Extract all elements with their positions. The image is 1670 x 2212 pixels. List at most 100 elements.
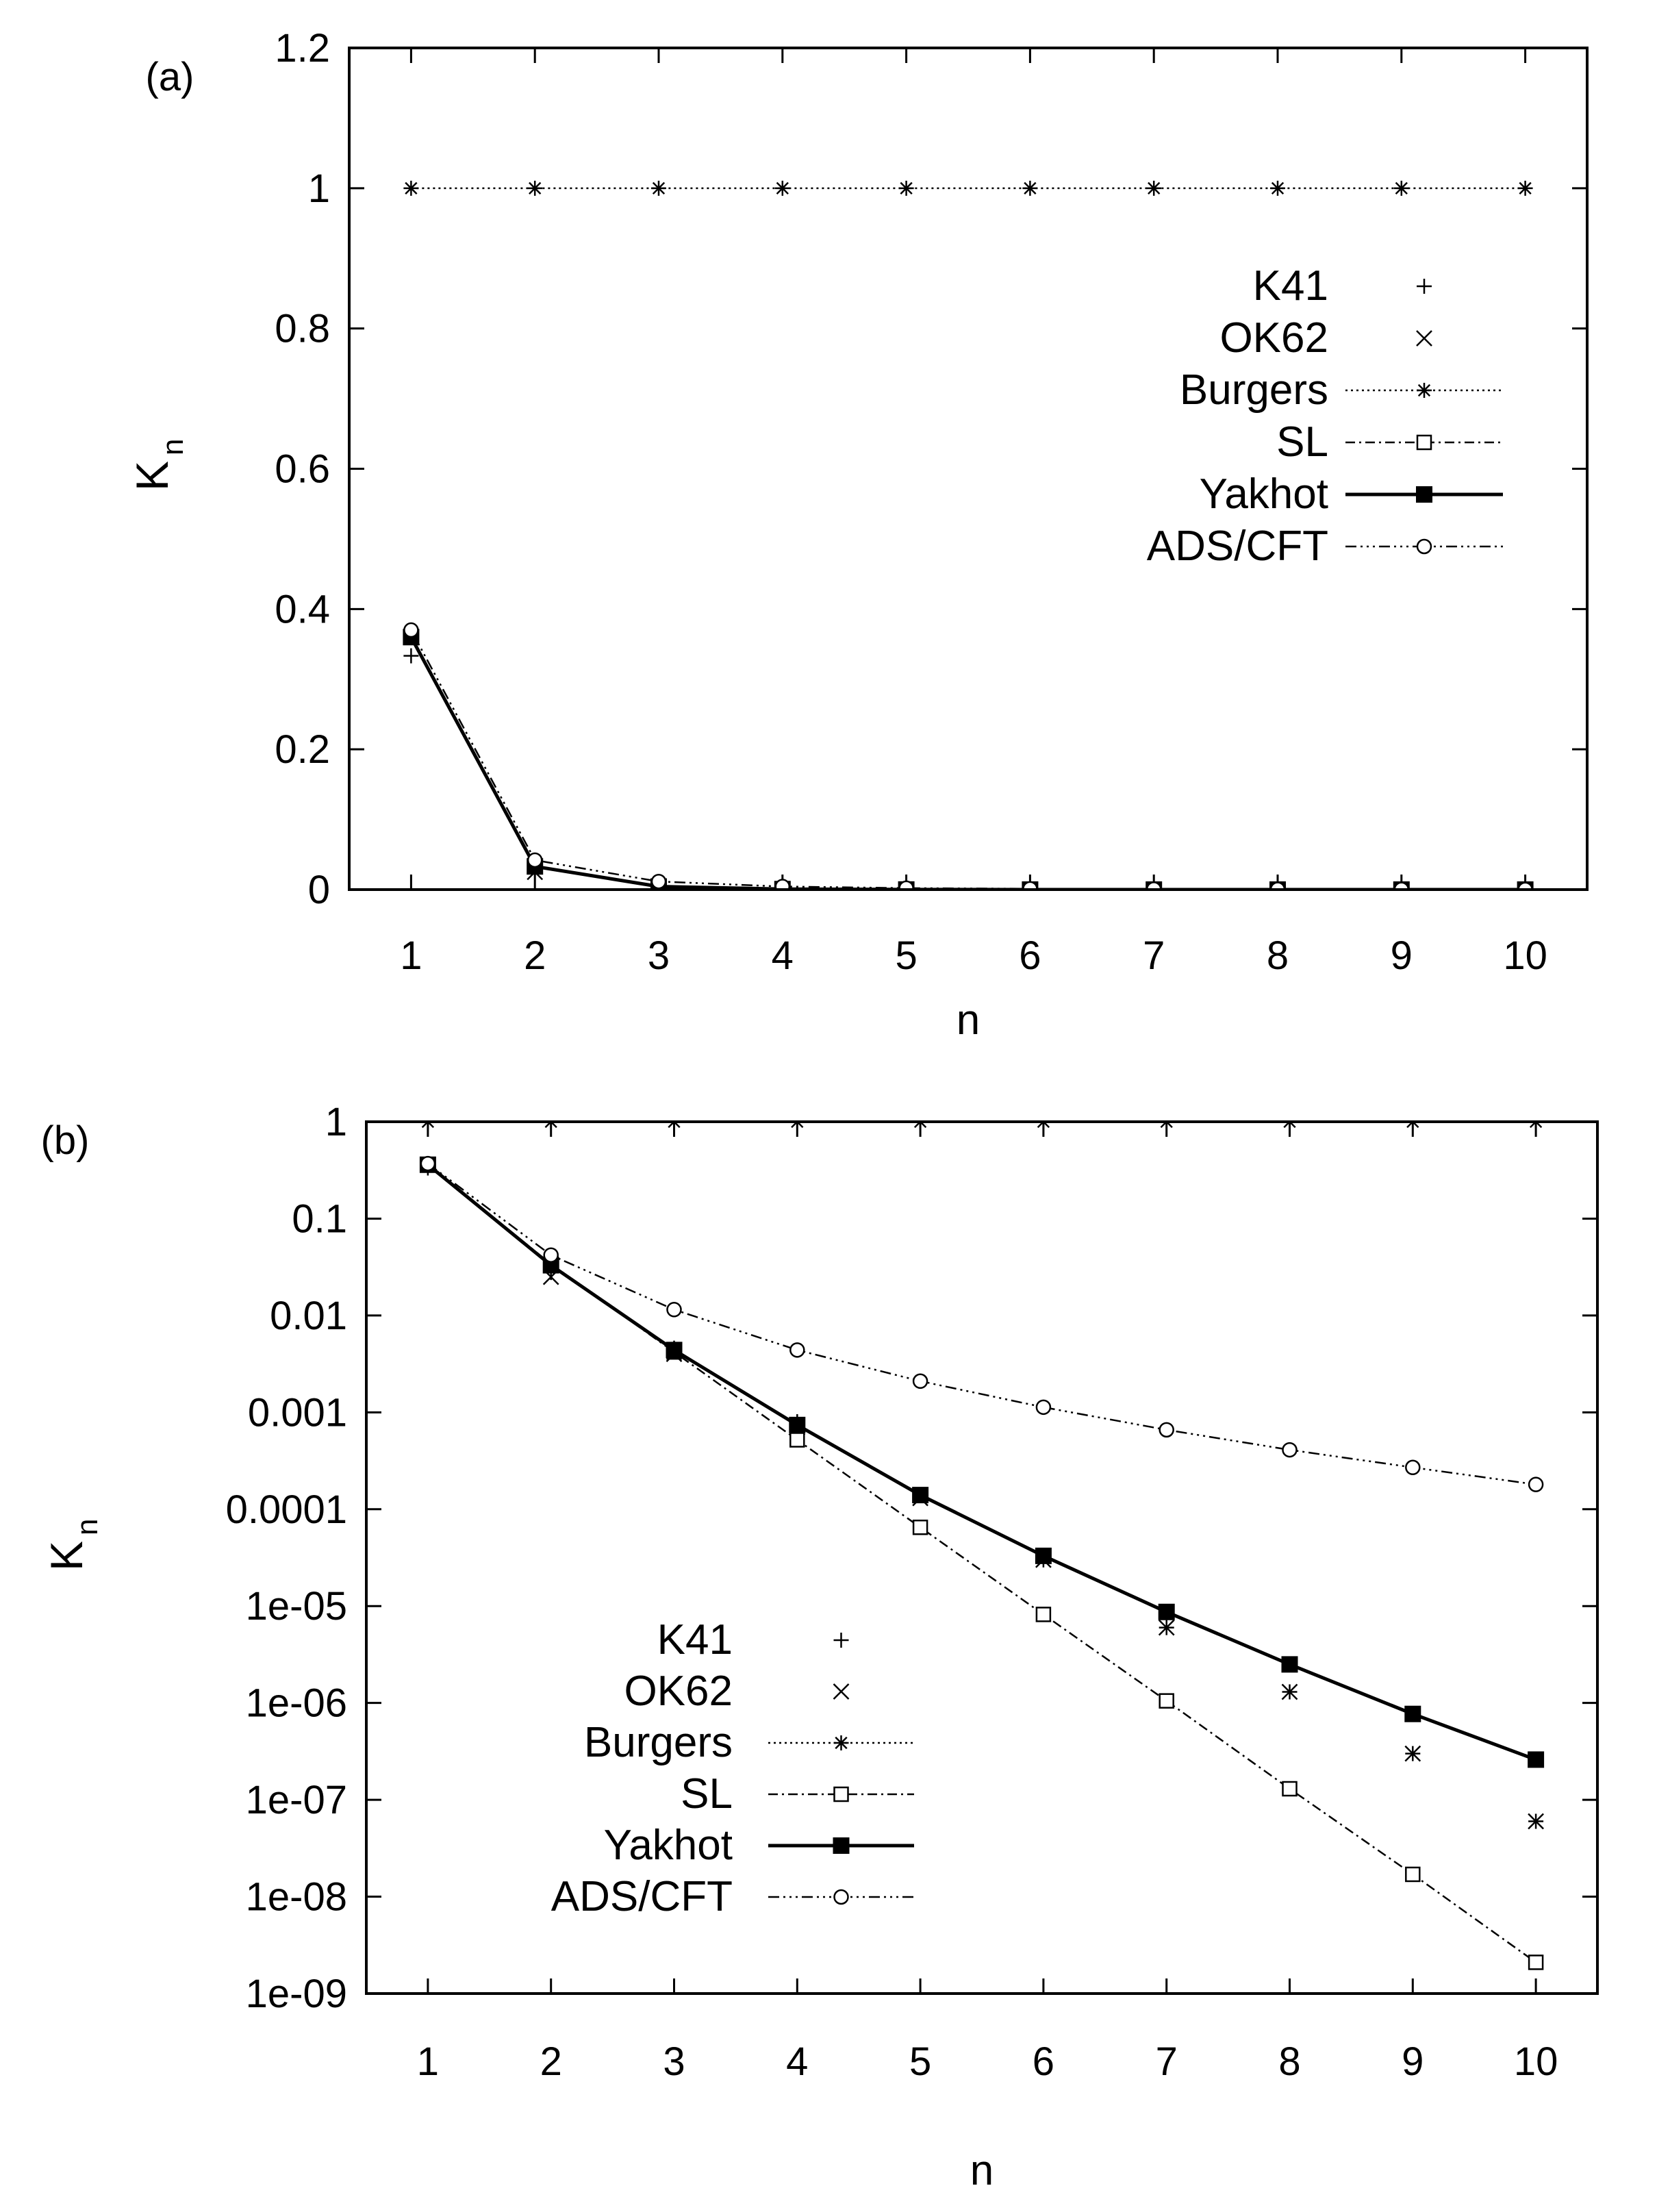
panel-b-legend-marker-ads-cft [833,1889,849,1905]
panel-b-legend-marker-yakhot [833,1837,850,1854]
panel-a-legend-label-burgers: Burgers [1180,366,1328,414]
panel-b-series-ads-cft-point [543,1247,559,1263]
panel-b-series-yakhot-point [912,1487,929,1504]
panel-a-series-ads-cft [403,622,1533,890]
panel-a-series-burgers-point [651,180,666,196]
panel-a-ytick-label: 0 [308,868,330,912]
panel-a-legend-label-ads-cft: ADS/CFT [1147,523,1328,570]
panel-a-xtick-label: 5 [895,933,917,978]
panel-b-series-yakhot-line [427,1163,1536,1761]
panel-b-xtick-label: 4 [786,2039,808,2084]
panel-b-series-sl-point [789,1432,805,1448]
panel-b-series-yakhot-point [666,1342,683,1359]
panel-b-series-ads-cft-point [1282,1442,1298,1458]
panel-a-series-yakhot [403,629,1534,890]
panel-b-legend-label-ok62: OK62 [624,1668,733,1715]
panel-b-series-sl-point [1035,1607,1052,1622]
panel-b-ytick-label: 0.001 [248,1390,347,1435]
panel-a-legend-marker-sl [1416,434,1432,451]
panel-a-series-ads-cft-line [410,629,1526,890]
panel-a-ylabel-main: K [127,461,177,491]
panel-a-ytick-label: 1 [308,166,330,211]
panel-a-series-ads-cft-point [403,622,419,638]
panel-b-series-yakhot [419,1156,1545,1768]
panel-b-series-ads-cft-line [427,1163,1536,1485]
panel-b-ytick-label: 0.01 [270,1294,347,1338]
panel-b-legend-marker-k41 [833,1633,849,1648]
panel-b-series-ads-cft-point [666,1302,682,1318]
panel-a-series-k41 [403,648,1533,890]
panel-a-legend-marker-burgers [1417,383,1432,398]
panel-a-xtick-label: 6 [1019,933,1041,978]
panel-b-ytick-label: 1 [325,1100,347,1144]
panel-a-legend-label-yakhot: Yakhot [1200,470,1328,518]
panel-b-xtick-label: 10 [1514,2039,1558,2084]
panel-a-ytick-label: 0.8 [275,307,330,351]
panel-a-series-k41-point [403,648,419,664]
panel-b-series-yakhot-point [1158,1603,1175,1620]
panel-b-series-ads-cft-point [1405,1459,1421,1476]
panel-a-ylabel-sub: n [156,439,190,455]
panel-a-xtick-label: 4 [772,933,794,978]
panel-b-ytick-label: 1e-08 [246,1875,347,1920]
panel-b-legend-label-sl: SL [681,1770,733,1818]
panel-b-xtick-label: 3 [663,2039,685,2084]
panel-b-ytick-label: 1e-05 [246,1584,347,1629]
panel-a-ytick-label: 0.2 [275,727,330,772]
panel-b-legend-label-burgers: Burgers [584,1719,733,1766]
panel-b-series-ads-cft-point [1035,1399,1052,1416]
panel-a-series-burgers-point [1270,180,1285,196]
panel-a-legend-label-ok62: OK62 [1219,314,1328,362]
panel-a-plot-area [403,180,1534,890]
panel-a-legend-marker-ok62 [1416,330,1432,347]
panel-a-series-burgers-point [1393,180,1409,196]
panel-a-series-yakhot-line [409,636,1526,890]
panel-a-series-burgers-point [1022,180,1038,196]
panel-a-series-burgers-point [403,180,419,196]
panel-a: (a)00.20.40.60.811.21 2 3 4 5 6 7 8 9 10nKnK41OK6… [127,26,1589,1044]
panel-b-ytick-label: 1e-07 [246,1778,347,1822]
panel-b-legend-label-ads-cft: ADS/CFT [551,1873,733,1920]
panel-b-legend-label-k41: K41 [657,1616,733,1663]
panel-a-frame [348,47,1589,891]
panel-b-series-sl-point [1159,1693,1174,1709]
panel-b-legend-marker-ok62 [833,1683,850,1700]
panel-a-xtick-label: 9 [1391,933,1413,978]
panel-a-series-burgers-point [774,180,790,196]
panel-a-series-burgers-point [527,180,543,196]
panel-b-series-ads-cft [420,1155,1544,1492]
panel-a-legend-marker-ads-cft [1416,538,1432,555]
panel-a-legend-marker-k41 [1417,279,1432,294]
panel-b-series-yakhot-point [1281,1656,1298,1673]
panel-b-series-yakhot-point [1404,1705,1421,1722]
panel-b: (b) 1e-09 1e-08 1e-07 1e-06 1e-05 0.0001 0.001 0… [41,1100,1599,2194]
panel-b-xtick-label: 7 [1156,2039,1178,2084]
panel-b-series-ads-cft-point [420,1155,436,1172]
panel-b-series-sl-point [1528,1955,1544,1970]
panel-b-series-ok62-point [1158,1619,1175,1636]
panel-a-xtick-label: 3 [648,933,670,978]
panel-b-ytick-label: 0.0001 [226,1487,347,1532]
panel-a-xtick-label: 7 [1143,933,1165,978]
panel-b-xtick-label: 9 [1402,2039,1424,2084]
panel-b-plot-area [419,1122,1545,1970]
panel-b-legend-label-yakhot: Yakhot [604,1822,733,1869]
panel-b-label: (b) [41,1118,90,1163]
panel-b-frame [365,1120,1599,1995]
panel-b-xtick-label: 6 [1033,2039,1054,2084]
panel-b-series-sl-point [1282,1781,1298,1797]
panel-a-series-burgers-point [1517,180,1533,196]
panel-a-series-sl [403,629,1533,890]
panel-b-xtick-label: 1 [417,2039,439,2084]
panel-b-ytick-label: 1e-09 [246,1972,347,2016]
panel-b-series-sl-point [912,1519,928,1535]
panel-a-xtick-label: 10 [1503,933,1547,978]
panel-b-ylabel-main: K [41,1541,92,1571]
panel-b-ytick-label: 0.1 [292,1196,347,1241]
panel-b-series-ads-cft-point [789,1342,805,1358]
panel-b-series-sl-point [1405,1866,1421,1883]
panel-b-series-yakhot-point [1035,1547,1052,1564]
